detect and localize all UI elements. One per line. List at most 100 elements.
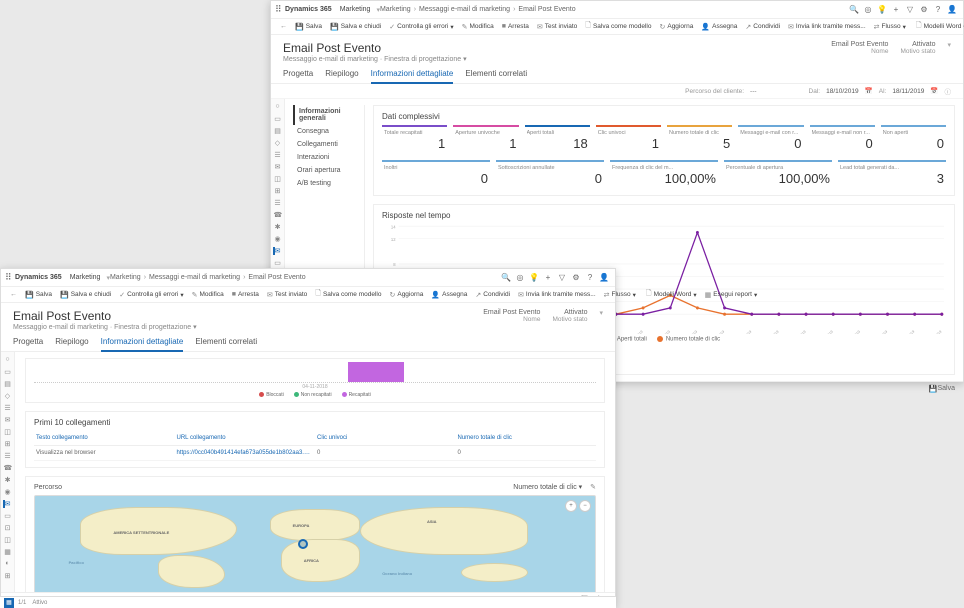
breadcrumb-2[interactable]: Email Post Evento [518,6,575,13]
links-table: Testo collegamento URL collegamento Clic… [34,431,596,461]
rail-icon[interactable]: ▤ [274,127,282,135]
svg-text:17-11-2019: 17-11-2019 [900,330,916,334]
tab-related[interactable]: Elementi correlati [465,65,527,83]
waffle-icon[interactable]: ⠿ [5,272,15,283]
tab-design[interactable]: Progetta [283,65,313,83]
svg-text:12: 12 [391,237,396,242]
calendar-icon[interactable]: 📅 [865,87,873,95]
secondary-window: ⠿ Dynamics 365 Marketing ▾ Marketing › M… [0,268,616,608]
bulb-icon[interactable]: 💡 [527,273,541,282]
kpi-tile: Numero totale di clic5 [667,125,732,154]
command-bar: ← 💾Salva 💾Salva e chiudi ✓Controlla gli … [1,287,615,303]
sidenav-interactions[interactable]: Interazioni [293,151,360,164]
date-from[interactable]: 18/10/2019 [826,88,859,95]
cmd-savetemplate[interactable]: 🗋Salva come modello [582,21,654,32]
cmd-assign[interactable]: 👤Assegna [698,23,740,31]
kpi-tile: Totale recapitati1 [382,125,447,154]
back-button[interactable]: ← [7,291,20,298]
breadcrumb-1[interactable]: Messaggi e-mail di marketing [419,6,510,13]
cmd-flow[interactable]: ⇄Flusso ▾ [871,23,909,31]
cmd-word[interactable]: 🗋Modelli Word ▾ [913,21,964,32]
cmd-stop[interactable]: ■Arresta [499,23,532,30]
rail-icon[interactable]: ✉ [274,163,282,171]
left-nav-rail: ○▭ ▤◇ ☰✉ ◫⊞ ☰☎ ✱◉ ✉▭ ⊡◫ ▦◐ ⊞ [1,352,15,592]
sidenav-delivery[interactable]: Consegna [293,125,360,138]
journey-dropdown[interactable]: --- [750,88,757,95]
kpi-tile: Percentuale di apertura100,00% [724,160,832,189]
command-bar: ← 💾Salva 💾Salva e chiudi ✓Controlla gli … [271,19,963,35]
kpi-tile: Non aperti0 [881,125,946,154]
table-row[interactable]: Visualizza nel browser https://0cc040b49… [34,446,596,461]
calendar-icon[interactable]: 📅 [930,87,938,95]
date-to[interactable]: 18/11/2019 [892,88,924,95]
bulb-icon[interactable]: 💡 [875,5,889,14]
assistant-icon[interactable]: ◎ [861,5,875,14]
cmd-checkerrors[interactable]: ✓Controlla gli errori ▾ [386,23,456,31]
sidenav-abtesting[interactable]: A/B testing [293,177,360,190]
gear-icon[interactable]: ⚙ [917,5,931,14]
zoom-in[interactable]: + [565,500,577,512]
kpi-tile: Aperture univoche1 [453,125,518,154]
rail-icon[interactable]: ○ [274,103,282,111]
footer-save[interactable]: Salva [937,385,955,392]
filter-icon[interactable]: ▽ [555,273,569,282]
cmd-emaillink[interactable]: ✉Invia link tramite mess... [785,23,869,31]
tab-summary[interactable]: Riepilogo [325,65,358,83]
cmd-testsend[interactable]: ✉Test inviato [534,23,580,31]
rail-icon[interactable]: ◉ [274,235,282,243]
sidenav-links[interactable]: Collegamenti [293,138,360,151]
world-map[interactable]: AMERICA SETTENTRIONALE EUROPA ASIA AFRIC… [34,495,596,592]
sidenav-opentimes[interactable]: Orari apertura [293,164,360,177]
cmd-edit[interactable]: ✎Modifica [459,23,497,31]
kpi-tile: Clic univoci1 [596,125,661,154]
back-button[interactable]: ← [277,23,290,30]
rail-icon[interactable]: ☰ [274,199,282,207]
assistant-icon[interactable]: ◎ [513,273,527,282]
cmd-saveclose[interactable]: 💾Salva e chiudi [327,23,384,31]
rail-icon-active[interactable]: ✉ [273,247,281,255]
svg-text:13-11-2019: 13-11-2019 [764,330,780,334]
svg-text:15-11-2019: 15-11-2019 [845,330,861,334]
kpi-tile: Aperti totali18 [525,125,590,154]
plus-icon[interactable]: + [889,5,903,14]
cmd-share[interactable]: ↗Condividi [742,23,783,31]
help-icon[interactable]: ? [931,5,945,14]
cmd-save[interactable]: 💾Salva [292,23,325,31]
save-footer-icon[interactable]: 💾 [929,385,938,393]
area[interactable]: Marketing [340,6,371,13]
header-status: Attivato [912,41,935,48]
svg-text:16-11-2019: 16-11-2019 [872,330,888,334]
zoom-out[interactable]: − [579,500,591,512]
map-metric[interactable]: Numero totale di clic [513,484,576,491]
rail-icon[interactable]: ✱ [274,223,282,231]
form-tabs: Progetta Riepilogo Informazioni dettagli… [1,333,615,352]
rail-icon[interactable]: ⊞ [274,187,282,195]
search-icon[interactable]: 🔍 [847,5,861,14]
cmd-refresh[interactable]: ↻Aggiorna [656,23,696,31]
breadcrumb-0[interactable]: Marketing [380,6,411,13]
rail-icon[interactable]: ☰ [274,151,282,159]
search-icon[interactable]: 🔍 [499,273,513,282]
info-icon[interactable]: ⓘ [945,86,952,96]
filter-icon[interactable]: ▽ [903,5,917,14]
svg-text:11-11-2019: 11-11-2019 [710,330,726,334]
user-icon[interactable]: 👤 [945,5,959,14]
edit-icon[interactable]: ✎ [590,484,596,491]
rail-icon[interactable]: ◫ [274,175,282,183]
gear-icon[interactable]: ⚙ [569,273,583,282]
date-range-row: Percorso del cliente: --- Dal: 18/10/201… [271,84,963,99]
rail-icon[interactable]: ▭ [274,115,282,123]
svg-text:14: 14 [391,224,396,229]
tab-insights[interactable]: Informazioni dettagliate [371,65,454,84]
help-icon[interactable]: ? [583,273,597,282]
rail-icon[interactable]: ☎ [274,211,282,219]
rail-icon[interactable]: ▭ [274,259,282,267]
plus-icon[interactable]: + [541,273,555,282]
sidenav-overview[interactable]: Informazioni generali [293,105,360,125]
user-icon[interactable]: 👤 [597,273,611,282]
app-switcher-icon[interactable]: ▦ [4,598,14,608]
rail-icon[interactable]: ◇ [274,139,282,147]
waffle-icon[interactable]: ⠿ [275,4,285,15]
brand[interactable]: Dynamics 365 [285,6,332,13]
histogram-bar [348,362,404,382]
